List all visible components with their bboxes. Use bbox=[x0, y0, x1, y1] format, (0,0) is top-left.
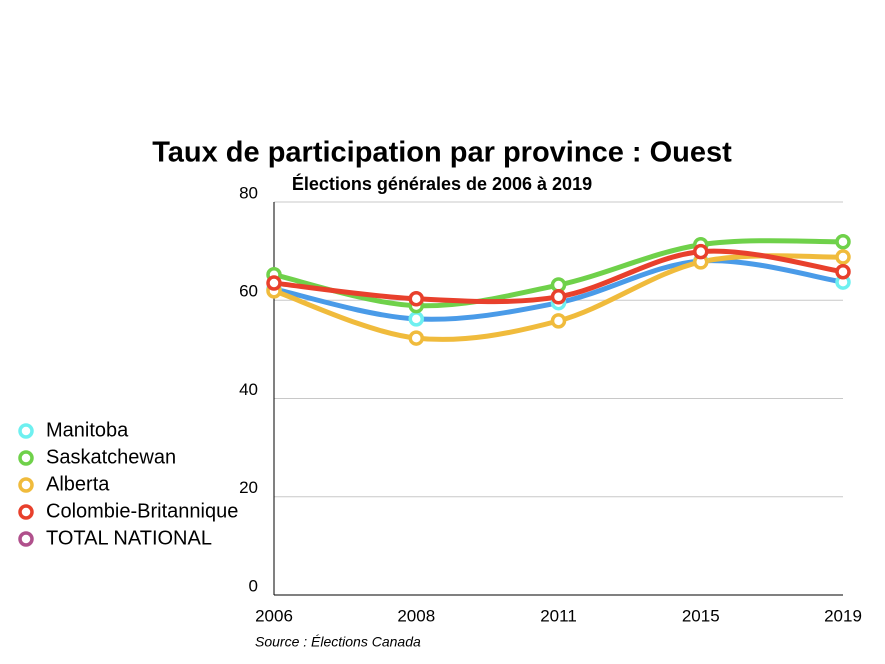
data-point bbox=[266, 275, 282, 291]
data-point bbox=[835, 249, 851, 265]
data-point bbox=[408, 311, 424, 327]
legend-marker bbox=[18, 504, 34, 520]
legend-marker bbox=[18, 450, 34, 466]
x-tick-label: 2006 bbox=[255, 606, 293, 625]
y-tick-label: 60 bbox=[239, 282, 258, 301]
y-tick-label: 80 bbox=[239, 183, 258, 202]
chart-title: Taux de participation par province : Oue… bbox=[152, 137, 732, 169]
x-tick-label: 2008 bbox=[397, 606, 435, 625]
legend-label: Colombie-Britannique bbox=[46, 500, 238, 522]
y-tick-label: 40 bbox=[239, 380, 258, 399]
data-point bbox=[408, 291, 424, 307]
legend-label: Alberta bbox=[46, 473, 110, 495]
chart-subtitle: Élections générales de 2006 à 2019 bbox=[292, 173, 592, 194]
data-point bbox=[550, 313, 567, 329]
legend-marker bbox=[18, 531, 34, 547]
data-point bbox=[408, 330, 424, 346]
legend-label: Manitoba bbox=[46, 419, 129, 441]
y-tick-label: 20 bbox=[239, 478, 258, 497]
x-tick-label: 2015 bbox=[682, 606, 720, 625]
x-tick-label: 2019 bbox=[824, 606, 862, 625]
legend-marker bbox=[18, 477, 34, 493]
data-point bbox=[835, 264, 851, 280]
legend-marker bbox=[18, 423, 34, 439]
legend-label: Saskatchewan bbox=[46, 446, 176, 468]
y-tick-label: 0 bbox=[249, 576, 258, 595]
data-point bbox=[835, 234, 851, 250]
legend-label: TOTAL NATIONAL bbox=[46, 527, 212, 549]
data-point bbox=[693, 243, 709, 260]
data-point bbox=[550, 289, 567, 305]
source-note: Source : Élections Canada bbox=[255, 634, 421, 650]
x-tick-label: 2011 bbox=[540, 606, 577, 625]
